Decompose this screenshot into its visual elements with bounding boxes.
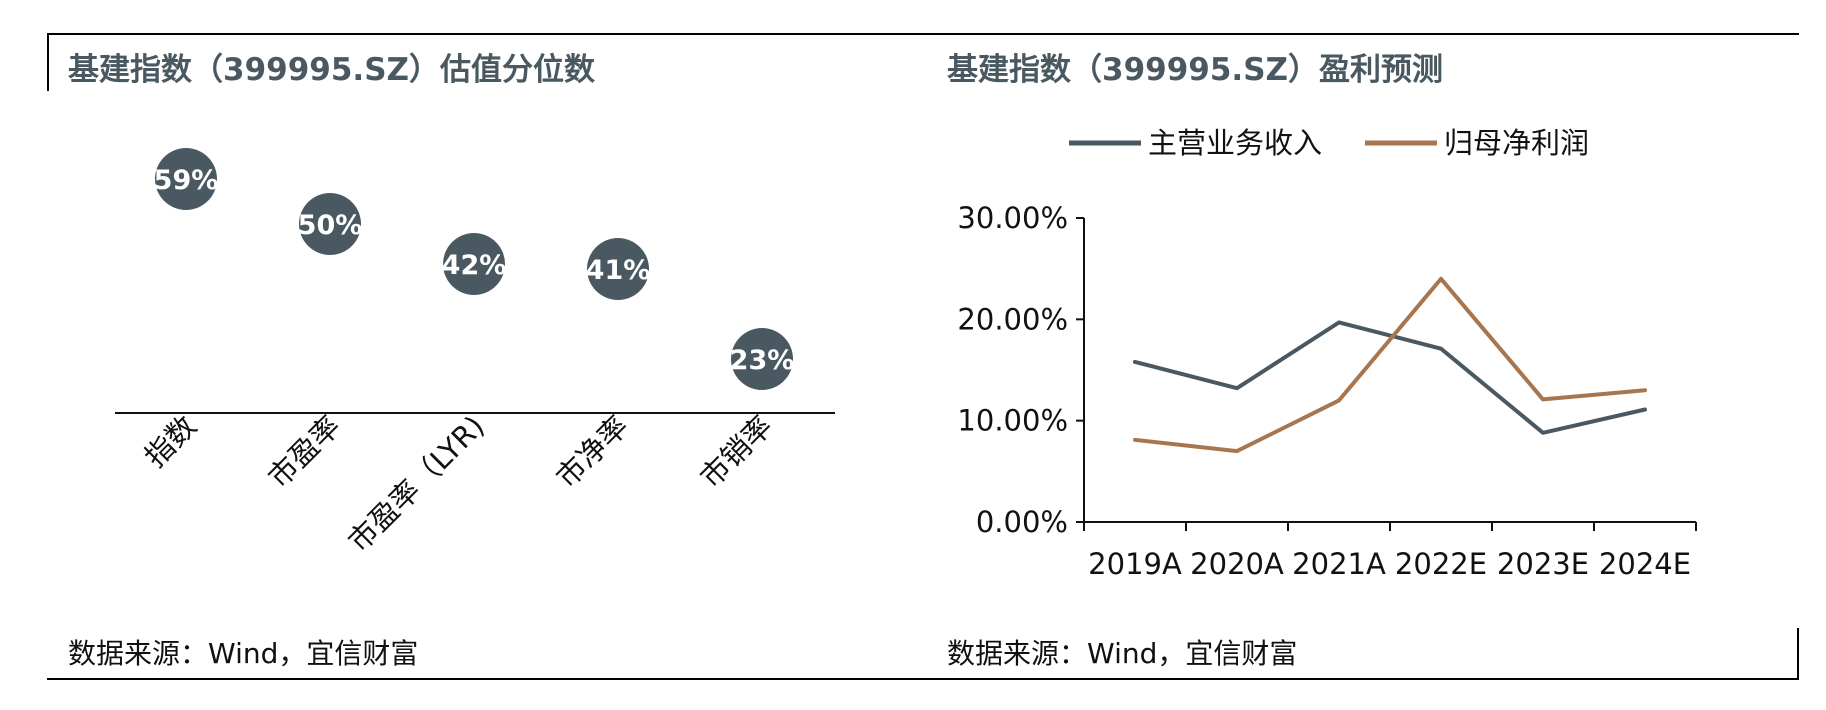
frame-top-line	[47, 33, 1799, 35]
y-tick-label: 10.00%	[957, 404, 1068, 438]
percentile-data-label: 42%	[442, 250, 507, 281]
x-tick-label: 2022E	[1395, 547, 1487, 581]
y-tick-label: 0.00%	[976, 505, 1068, 539]
left-source-note: 数据来源：Wind，宜信财富	[68, 637, 419, 670]
x-tick-label: 2023E	[1497, 547, 1589, 581]
percentile-data-label: 41%	[586, 255, 651, 286]
x-tick-label: 2020A	[1190, 547, 1284, 581]
series-line-1	[1133, 320, 1647, 435]
percentile-marker	[731, 328, 793, 390]
frame-right-line	[1797, 628, 1799, 679]
percentile-marker	[443, 233, 505, 295]
profit-forecast-chart: 主营业务收入 归母净利润 0.00% 10.00% 20.00% 30.00% 2019A…	[957, 126, 1697, 581]
series-line-2	[1133, 276, 1647, 454]
legend-label: 主营业务收入	[1148, 126, 1322, 160]
x-tick-label: 2019A	[1088, 547, 1182, 581]
percentile-marker	[155, 148, 217, 210]
legend-label: 归母净利润	[1444, 126, 1589, 160]
percentile-marker	[587, 238, 649, 300]
percentile-data-label: 59%	[154, 165, 219, 196]
frame-left-line	[47, 33, 49, 91]
percentile-data-label: 23%	[730, 345, 795, 376]
percentile-marker	[299, 193, 361, 255]
right-source-note: 数据来源：Wind，宜信财富	[947, 637, 1298, 670]
right-chart-title: 基建指数（399995.SZ）盈利预测	[947, 52, 1443, 88]
x-tick-label: 2021A	[1292, 547, 1386, 581]
x-tick-label: 2024E	[1599, 547, 1691, 581]
y-tick-label: 20.00%	[957, 302, 1068, 336]
percentile-data-label: 50%	[298, 210, 363, 241]
frame-bottom-line	[47, 678, 1799, 680]
left-chart-title: 基建指数（399995.SZ）估值分位数	[68, 52, 595, 88]
y-tick-label: 30.00%	[957, 201, 1068, 235]
